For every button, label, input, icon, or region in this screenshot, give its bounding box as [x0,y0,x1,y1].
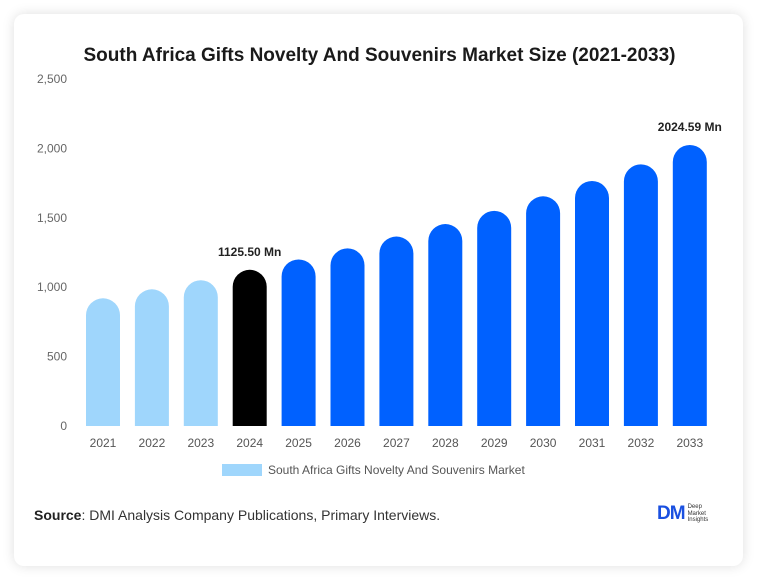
x-tick-label: 2025 [285,436,312,450]
x-tick-label: 2030 [530,436,557,450]
x-tick-label: 2021 [90,436,117,450]
bars [86,144,707,426]
x-tick-label: 2026 [334,436,361,450]
bar-2029[interactable] [477,210,512,426]
bar-2024[interactable] [232,269,267,426]
logo-line-2: Market [687,510,706,517]
bar-2028[interactable] [428,224,463,426]
y-tick-label: 500 [47,350,67,364]
logo-line-1: Deep [687,504,702,511]
bar-2023[interactable] [183,280,218,426]
source-label: Source [34,507,82,523]
source-text: : DMI Analysis Company Publications, Pri… [81,507,441,523]
bar-2032[interactable] [623,164,658,426]
x-tick-label: 2028 [432,436,459,450]
y-axis: 0 500 1,000 1,500 2,000 2,500 [37,72,67,433]
bar-2021[interactable] [86,298,120,426]
bar-2030[interactable] [526,196,561,426]
y-tick-label: 1,500 [37,211,67,225]
y-tick-label: 2,500 [37,72,67,86]
chart-card [14,14,743,566]
bar-2026[interactable] [330,248,365,426]
bar-2025[interactable] [281,259,316,426]
data-label-2024: 1125.50 Mn [218,245,281,259]
x-tick-label: 2023 [187,436,214,450]
logo-mark: DM [657,503,686,524]
legend-label: South Africa Gifts Novelty And Souvenirs… [268,463,525,477]
y-tick-label: 2,000 [37,141,67,155]
annotations: 1125.50 Mn 2024.59 Mn [218,120,722,259]
bar-2027[interactable] [379,236,414,426]
y-tick-label: 0 [60,419,67,433]
x-tick-label: 2031 [579,436,606,450]
legend[interactable]: South Africa Gifts Novelty And Souvenirs… [222,462,525,478]
logo-line-3: Insights [687,517,709,524]
x-tick-label: 2033 [676,436,703,450]
x-tick-label: 2022 [139,436,166,450]
legend-swatch [222,464,262,476]
logo-text: Deep Market Insights [688,504,709,524]
x-tick-label: 2032 [628,436,655,450]
source-note: Source: DMI Analysis Company Publication… [34,507,440,523]
dmi-logo: DM Deep Market Insights [657,503,708,525]
bar-2033[interactable] [672,144,707,426]
data-label-2033: 2024.59 Mn [658,120,722,134]
y-tick-label: 1,000 [37,280,67,294]
x-tick-label: 2029 [481,436,508,450]
chart-title: South Africa Gifts Novelty And Souvenirs… [83,45,676,66]
x-tick-label: 2027 [383,436,410,450]
bar-2022[interactable] [134,289,169,426]
bar-2031[interactable] [575,181,609,426]
x-tick-label: 2024 [236,436,263,450]
x-axis: 2021 2022 2023 2024 2025 2026 2027 2028 2029 2030… [90,436,704,450]
